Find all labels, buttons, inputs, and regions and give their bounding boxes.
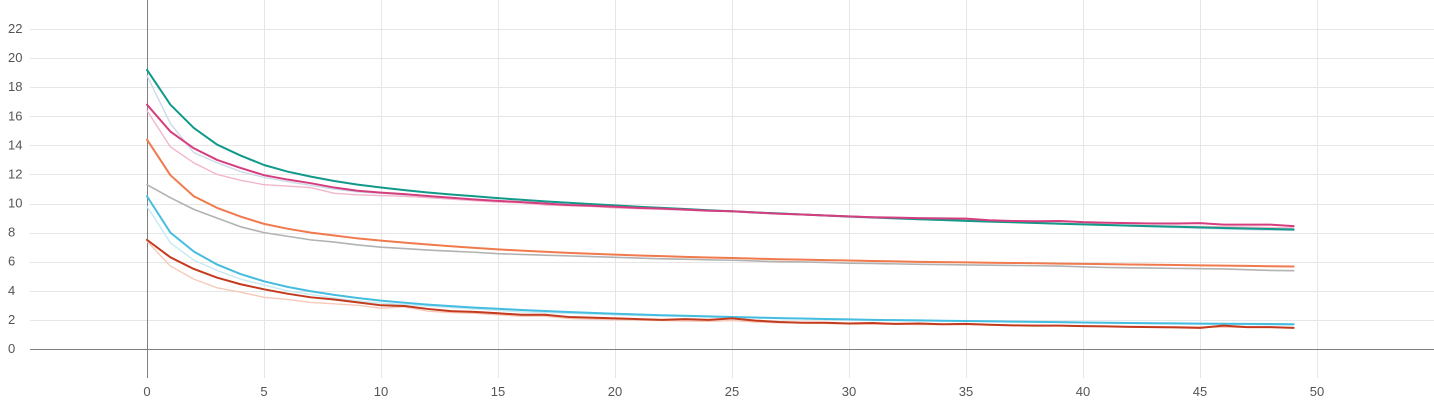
axes [30, 0, 1434, 378]
y-tick-label: 4 [8, 283, 15, 298]
y-tick-label: 20 [8, 50, 22, 65]
y-tick-label: 10 [8, 196, 22, 211]
y-tick-label: 16 [8, 108, 22, 123]
x-tick-label: 5 [260, 384, 267, 399]
grid-lines [30, 0, 1434, 378]
series-line-9 [146, 195, 1295, 326]
x-tick-label: 30 [842, 384, 856, 399]
series-line-5 [146, 205, 1295, 326]
y-tick-label: 14 [8, 137, 22, 152]
series-line-6 [146, 68, 1295, 231]
series-line-7 [146, 103, 1295, 228]
y-tick-label: 6 [8, 254, 15, 269]
y-tick-label: 12 [8, 166, 22, 181]
series-line-10 [146, 238, 1295, 329]
y-tick-label: 8 [8, 225, 15, 240]
series-line-4 [146, 74, 1295, 232]
series-line-8 [146, 138, 1295, 268]
x-tick-label: 35 [959, 384, 973, 399]
y-tick-label: 2 [8, 312, 15, 327]
x-tick-label: 40 [1076, 384, 1090, 399]
series-lines [146, 68, 1295, 329]
x-tick-label: 50 [1310, 384, 1324, 399]
x-tick-label: 25 [725, 384, 739, 399]
x-tick-label: 15 [491, 384, 505, 399]
series-line-2 [146, 240, 1295, 329]
x-tick-label: 10 [374, 384, 388, 399]
y-tick-label: 22 [8, 21, 22, 36]
y-tick-label: 18 [8, 79, 22, 94]
x-tick-label: 20 [608, 384, 622, 399]
series-line-1 [146, 183, 1295, 272]
y-tick-label: 0 [8, 341, 15, 356]
x-tick-label: 45 [1193, 384, 1207, 399]
tick-labels: 0 2 4 6 8 10 12 14 16 18 20 22 0 5 10 15 20 25 30 35 40 45 50 [8, 21, 1324, 399]
x-tick-label: 0 [143, 384, 150, 399]
